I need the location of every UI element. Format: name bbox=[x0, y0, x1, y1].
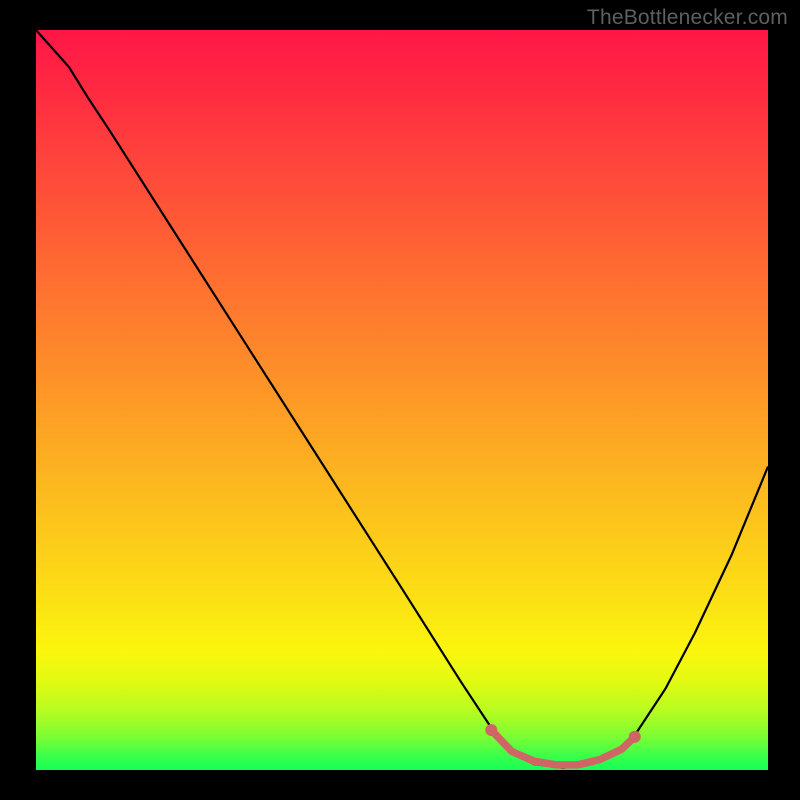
chart-container: TheBottlenecker.com bbox=[0, 0, 800, 800]
plot-background bbox=[36, 30, 768, 770]
highlight-marker-start bbox=[485, 724, 497, 736]
highlight-marker-end bbox=[629, 731, 641, 743]
chart-svg bbox=[0, 0, 800, 800]
watermark-text: TheBottlenecker.com bbox=[587, 6, 788, 30]
